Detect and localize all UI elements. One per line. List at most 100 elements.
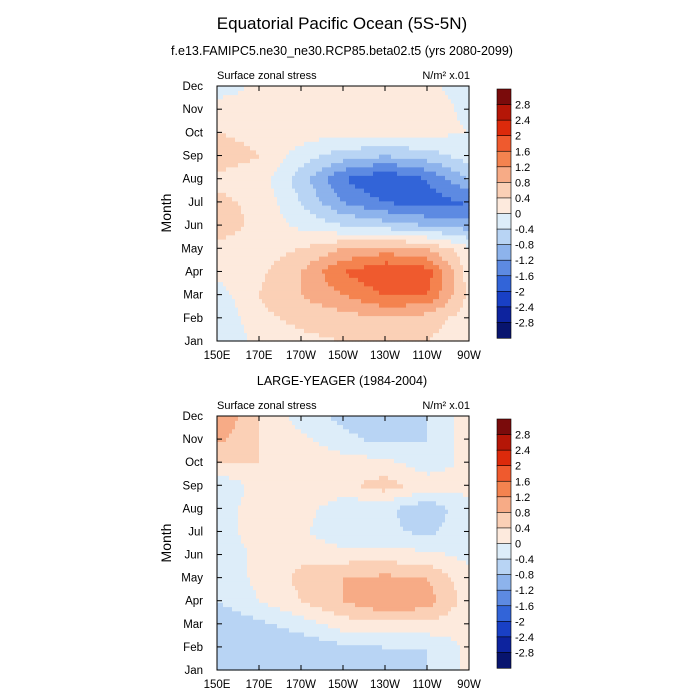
contour-cell [373,260,377,266]
contour-cell [256,188,260,193]
contour-cell [274,115,278,121]
contour-cell [253,247,257,253]
contour-cell [460,230,464,236]
contour-cell [262,200,266,206]
contour-cell [277,226,281,232]
contour-cell [460,192,464,198]
contour-cell [391,111,395,117]
contour-cell [256,307,260,312]
contour-cell [352,281,356,287]
contour-cell [283,336,287,342]
contour-cell [355,285,359,291]
contour-cell [289,192,293,198]
contour-cell [409,217,413,223]
contour-cell [337,128,341,134]
contour-cell [223,132,227,138]
contour-cell [454,281,458,287]
contour-cell [385,200,389,206]
contour-cell [409,162,413,168]
contour-cell [424,107,428,113]
contour-cell [436,324,440,329]
contour-cell [286,171,290,176]
contour-cell [403,273,407,278]
contour-cell [292,328,296,334]
contour-cell [322,175,326,181]
contour-cell [262,251,266,257]
contour-cell [424,205,428,210]
contour-cell [304,222,308,227]
contour-cell [283,213,287,219]
contour-cell [328,90,332,96]
contour-cell [460,239,464,244]
contour-cell [271,298,275,304]
contour-cell [250,307,254,312]
contour-cell [385,124,389,130]
contour-cell [289,319,293,325]
contour-cell [391,103,395,108]
contour-cell [292,217,296,223]
contour-cell [271,158,275,164]
contour-cell [304,162,308,168]
contour-cell [388,290,392,295]
contour-cell [406,90,410,96]
panel-top: f.e13.FAMIPC5.ne30_ne30.RCP85.beta02.t5 … [158,44,513,362]
contour-cell [247,209,251,215]
contour-cell [283,307,287,312]
contour-cell [259,132,263,138]
contour-cell [220,145,224,151]
contour-cell [454,319,458,325]
contour-cell [418,328,422,334]
contour-cell [268,328,272,334]
contour-cell [271,209,275,215]
contour-cell [382,103,386,108]
contour-cell [334,315,338,321]
contour-cell [397,111,401,117]
contour-cell [406,188,410,193]
contour-cell [430,209,434,215]
contour-cell [316,273,320,278]
contour-cell [238,234,242,240]
contour-cell [250,132,254,138]
contour-cell [328,256,332,261]
contour-cell [424,234,428,240]
contour-cell [367,196,371,202]
contour-cell [385,230,389,236]
contour-cell [277,217,281,223]
contour-cell [292,94,296,100]
contour-cell [373,103,377,108]
contour-cell [337,264,341,270]
contour-cell [382,256,386,261]
contour-cell [391,171,395,176]
contour-cell [439,315,443,321]
contour-cell [253,94,257,100]
contour-cell [322,205,326,210]
contour-cell [268,175,272,181]
contour-cell [352,234,356,240]
contour-cell [463,294,467,300]
contour-cell [397,311,401,317]
contour-cell [322,158,326,164]
contour-cell [244,256,248,261]
contour-cell [241,183,245,189]
contour-cell [400,251,404,257]
contour-cell [463,175,467,181]
contour-cell [253,315,257,321]
contour-cell [232,158,236,164]
contour-cell [457,285,461,291]
contour-cell [244,128,248,134]
contour-cell [427,281,431,287]
contour-cell [220,209,224,215]
contour-cell [232,107,236,113]
contour-cell [310,103,314,108]
contour-cell [334,179,338,185]
contour-cell [310,205,314,210]
contour-cell [337,294,341,300]
contour-cell [430,196,434,202]
contour-cell [379,137,383,142]
contour-cell [325,196,329,202]
contour-cell [442,154,446,159]
contour-cell [247,319,251,325]
contour-cell [307,149,311,155]
contour-cell [268,98,272,104]
contour-cell [457,196,461,202]
